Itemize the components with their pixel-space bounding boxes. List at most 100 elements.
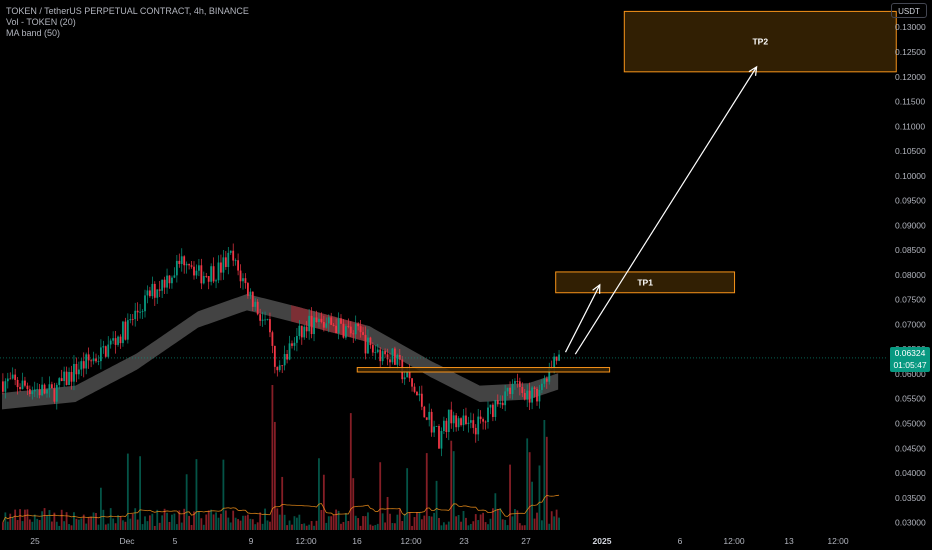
volume-bar xyxy=(416,512,418,530)
candle-body xyxy=(136,310,139,313)
candle-body xyxy=(543,378,546,384)
volume-bar xyxy=(171,514,173,530)
volume-bar xyxy=(205,514,208,530)
candle-body xyxy=(168,275,171,284)
volume-bar xyxy=(70,525,73,530)
target-zone-label: TP1 xyxy=(637,277,653,287)
symbol-title[interactable]: TOKEN / TetherUS PERPETUAL CONTRACT, 4h,… xyxy=(6,6,249,16)
candle-body xyxy=(425,417,428,420)
candle-body xyxy=(102,346,105,348)
candle-body xyxy=(362,332,364,335)
candle-body xyxy=(254,301,257,307)
volume-bar xyxy=(523,525,526,530)
candle-body xyxy=(506,387,509,392)
candle-body xyxy=(77,369,80,375)
candle-body xyxy=(509,387,511,395)
candle-body xyxy=(484,421,487,423)
volume-bar xyxy=(4,512,7,530)
candle-body xyxy=(521,387,524,394)
volume-bar xyxy=(281,476,284,530)
candle-body xyxy=(499,402,502,405)
volume-bar xyxy=(327,516,330,530)
volume-bar xyxy=(2,522,4,530)
time-tick-label: 16 xyxy=(352,536,362,546)
volume-bar xyxy=(60,509,63,530)
volume-bar xyxy=(38,520,41,530)
target-arrow-line xyxy=(574,66,758,355)
candle-body xyxy=(14,374,17,380)
volume-bar xyxy=(499,508,502,530)
volume-bar xyxy=(215,512,217,530)
candle-body xyxy=(222,257,225,273)
candle-body xyxy=(193,266,195,276)
candle-body xyxy=(403,377,406,380)
volume-bar xyxy=(46,515,48,530)
candle-body xyxy=(227,252,230,267)
volume-bar xyxy=(384,522,386,530)
volume-bar xyxy=(308,524,311,530)
candle-body xyxy=(511,383,514,395)
ma-band-indicator-label[interactable]: MA band (50) xyxy=(6,28,61,38)
candle-body xyxy=(462,415,465,426)
volume-bar xyxy=(73,512,75,530)
volume-bar xyxy=(283,514,286,530)
volume-bar xyxy=(484,522,487,530)
volume-bar xyxy=(28,519,31,530)
candle-body xyxy=(217,262,220,281)
candle-body xyxy=(489,404,492,408)
candle-body xyxy=(85,354,88,369)
candle-body xyxy=(55,384,58,402)
volume-bar xyxy=(259,512,262,530)
candle-body xyxy=(205,276,208,277)
volume-bar xyxy=(63,521,66,530)
volume-indicator-label[interactable]: Vol - TOKEN (20) xyxy=(6,17,76,27)
candle-body xyxy=(281,365,284,367)
candle-body xyxy=(293,342,296,346)
volume-bar xyxy=(202,524,205,530)
volume-bar xyxy=(492,508,494,530)
candle-body xyxy=(141,311,144,313)
price-tick-label: 0.05500 xyxy=(895,394,926,404)
volume-bar xyxy=(190,525,193,530)
volume-bar xyxy=(126,453,129,530)
candle-body xyxy=(438,426,440,449)
candle-body xyxy=(109,340,112,345)
candle-body xyxy=(465,415,467,425)
volume-bar xyxy=(112,518,115,530)
volume-bar xyxy=(149,515,151,530)
candle-body xyxy=(80,361,83,370)
support-zone xyxy=(356,367,611,373)
volume-bar xyxy=(26,509,29,530)
volume-bar xyxy=(87,517,90,530)
volume-ma-line xyxy=(2,494,560,523)
time-tick-label: 9 xyxy=(249,536,254,546)
price-tick-label: 0.12500 xyxy=(895,47,926,57)
candle-body xyxy=(73,363,75,382)
candle-body xyxy=(24,380,26,386)
currency-badge[interactable]: USDT xyxy=(891,3,927,18)
candle-body xyxy=(60,378,63,382)
time-tick-label: 12:00 xyxy=(723,536,745,546)
volume-bar xyxy=(506,525,509,530)
volume-bar xyxy=(452,451,455,530)
volume-bar xyxy=(443,522,445,530)
target-zones: TP1 TP2 xyxy=(356,10,897,373)
volume-bar xyxy=(178,510,181,530)
candle-body xyxy=(541,383,543,390)
volume-bar xyxy=(224,510,227,530)
volume-bar xyxy=(489,518,492,530)
volume-bar xyxy=(514,509,516,530)
volume-bar xyxy=(51,521,53,530)
volume-bar xyxy=(438,517,440,530)
volume-bar xyxy=(193,511,195,530)
candle-body xyxy=(411,378,413,387)
candle-body xyxy=(46,389,48,394)
volume-bar xyxy=(320,509,323,530)
volume-bar xyxy=(455,516,458,530)
volume-bar xyxy=(122,520,124,530)
volume-bar xyxy=(435,480,438,530)
candle-body xyxy=(244,278,247,284)
volume-bar xyxy=(90,516,92,530)
volume-bar xyxy=(198,511,200,530)
